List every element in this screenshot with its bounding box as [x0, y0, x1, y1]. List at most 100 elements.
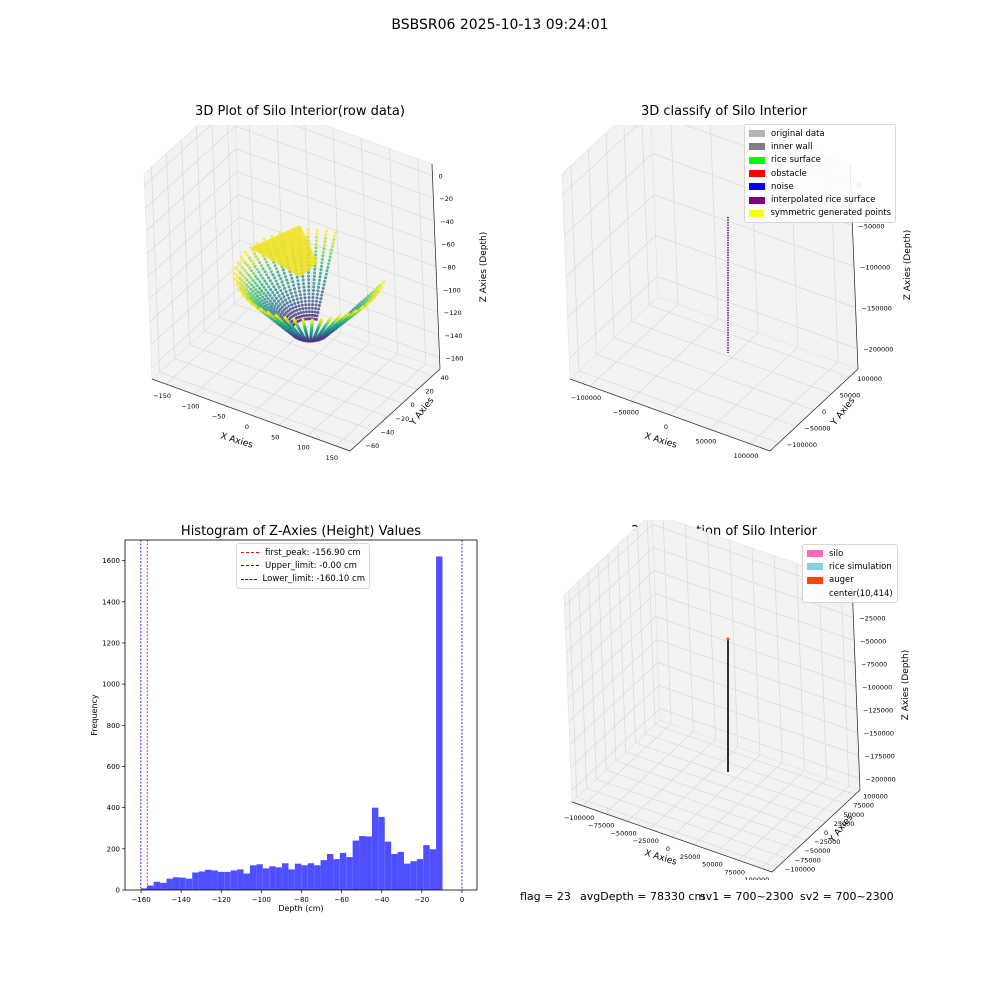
pointcloud-point [242, 281, 246, 285]
histogram-bar [160, 882, 167, 890]
panel2-3d-plot[interactable]: −100000 −50000 0 50000 100000 100000 50000 0 −5… [500, 125, 1000, 595]
pointcloud-point [297, 286, 301, 290]
pointcloud-point [287, 296, 291, 300]
p4-grid-z [570, 685, 659, 768]
histogram-xtick-label: −80 [294, 896, 309, 904]
p1-grid-z [150, 262, 241, 346]
legend-entry: obstacle [749, 167, 891, 180]
pointcloud-point [380, 286, 384, 290]
histogram-bar [282, 863, 289, 890]
histogram-title: Histogram of Z-Axies (Height) Values [180, 524, 422, 539]
legend-label: center(10,414) [829, 588, 893, 599]
p1-grid-z [148, 217, 240, 300]
pointcloud-point [314, 242, 318, 246]
p4-ytick-label: −25000 [814, 838, 840, 846]
pointcloud-point [289, 273, 293, 277]
pointcloud-point [316, 289, 320, 293]
histogram-bar [429, 849, 437, 890]
panel4-zticks: 0−25000−50000−75000−100000−125000−150000… [858, 592, 895, 784]
pointcloud-point [245, 263, 249, 267]
pointcloud-point [380, 282, 384, 286]
p4-grid-y [654, 724, 856, 795]
pointcloud-point [277, 285, 281, 289]
pointcloud-point [265, 300, 269, 304]
pointcloud-point [250, 269, 253, 273]
pointcloud-point [282, 271, 286, 275]
pointcloud-point [242, 286, 246, 289]
pointcloud-point [298, 289, 302, 293]
pointcloud-point [236, 260, 240, 264]
p1-grid-y [174, 358, 373, 431]
p1-grid-y [204, 330, 403, 404]
pointcloud-point [245, 271, 249, 275]
pointcloud-point [266, 291, 270, 295]
pointcloud-point [315, 296, 319, 300]
pointcloud-point [241, 293, 245, 297]
p1-ztick-label: 0 [438, 172, 442, 180]
p2-ytick-label: 50000 [840, 392, 861, 400]
histogram-xtick-label: −160 [131, 896, 150, 904]
panel2-xlabel: X Axies [643, 431, 678, 450]
pointcloud-point [259, 273, 263, 277]
pointcloud-point [377, 291, 381, 295]
p1-grid-z-back [238, 216, 438, 290]
pointcloud-point [296, 312, 300, 316]
panel2-title: 3D classify of Silo Interior [640, 104, 808, 119]
pointcloud-point [279, 289, 283, 292]
pointcloud-point [283, 303, 286, 307]
pointcloud-point [290, 276, 294, 280]
pointcloud-point [245, 278, 249, 282]
pointcloud-point [276, 299, 280, 303]
pointcloud-point [252, 272, 256, 275]
pointcloud-point [310, 306, 314, 310]
pointcloud-point [263, 297, 267, 301]
pointcloud-point [298, 307, 302, 311]
histogram-xtick-label: −40 [374, 896, 389, 904]
histogram-bar [269, 866, 276, 890]
histogram-bar [410, 861, 417, 890]
p4-y-axis-line [771, 789, 861, 873]
pointcloud-point [320, 317, 324, 321]
pointcloud-point [262, 237, 266, 241]
pointcloud-point [288, 307, 292, 311]
histogram-bar [416, 859, 424, 890]
p4-xtick-label: 75000 [724, 868, 745, 876]
pointcloud-point [235, 274, 239, 278]
pointcloud-point [238, 276, 241, 280]
panel1-zlabel: Z Axies (Depth) [479, 232, 489, 303]
legend-label: symmetric generated points [770, 208, 891, 219]
p1-ytick-label: −60 [366, 442, 380, 450]
p2-grid-z-back [655, 235, 856, 308]
legend-label: Lower_limit: -160.10 cm [262, 574, 365, 585]
pointcloud-point [291, 306, 295, 310]
legend-entry: Upper_limit: -0.00 cm [241, 559, 365, 572]
legend-swatch [807, 590, 823, 597]
pointcloud-point [314, 317, 318, 321]
pointcloud-point [283, 315, 287, 319]
pointcloud-point [294, 313, 298, 317]
pointcloud-point [314, 253, 318, 257]
panel4-3d-plot[interactable]: −100000−75000−50000−25000025000500007500… [500, 520, 1000, 880]
histogram-bar [365, 836, 372, 890]
pointcloud-point [311, 292, 315, 296]
pointcloud-point [307, 274, 311, 278]
histogram-bar [397, 851, 404, 890]
pointcloud-point [298, 293, 302, 297]
pointcloud-point [364, 296, 368, 300]
pointcloud-point [321, 286, 325, 290]
p2-ztick-label: −50000 [858, 223, 884, 231]
p4-xtick-label: 50000 [702, 861, 723, 869]
histogram-bar [436, 556, 443, 890]
pointcloud-point [373, 296, 377, 300]
pointcloud-point [252, 298, 256, 302]
pointcloud-point [281, 283, 285, 287]
p2-xtick-label: −50000 [613, 409, 639, 417]
pointcloud-point [307, 292, 311, 296]
p4-grid-y [645, 733, 846, 804]
pointcloud-point [369, 292, 373, 296]
histogram-chart[interactable]: −160 −140 −120 −100 −80 −60 −40 −20 0 0 200 400 600… [0, 520, 500, 920]
histogram-xtick-label: −20 [414, 896, 429, 904]
p4-grid-z [567, 616, 657, 699]
pointcloud-point [315, 228, 319, 232]
